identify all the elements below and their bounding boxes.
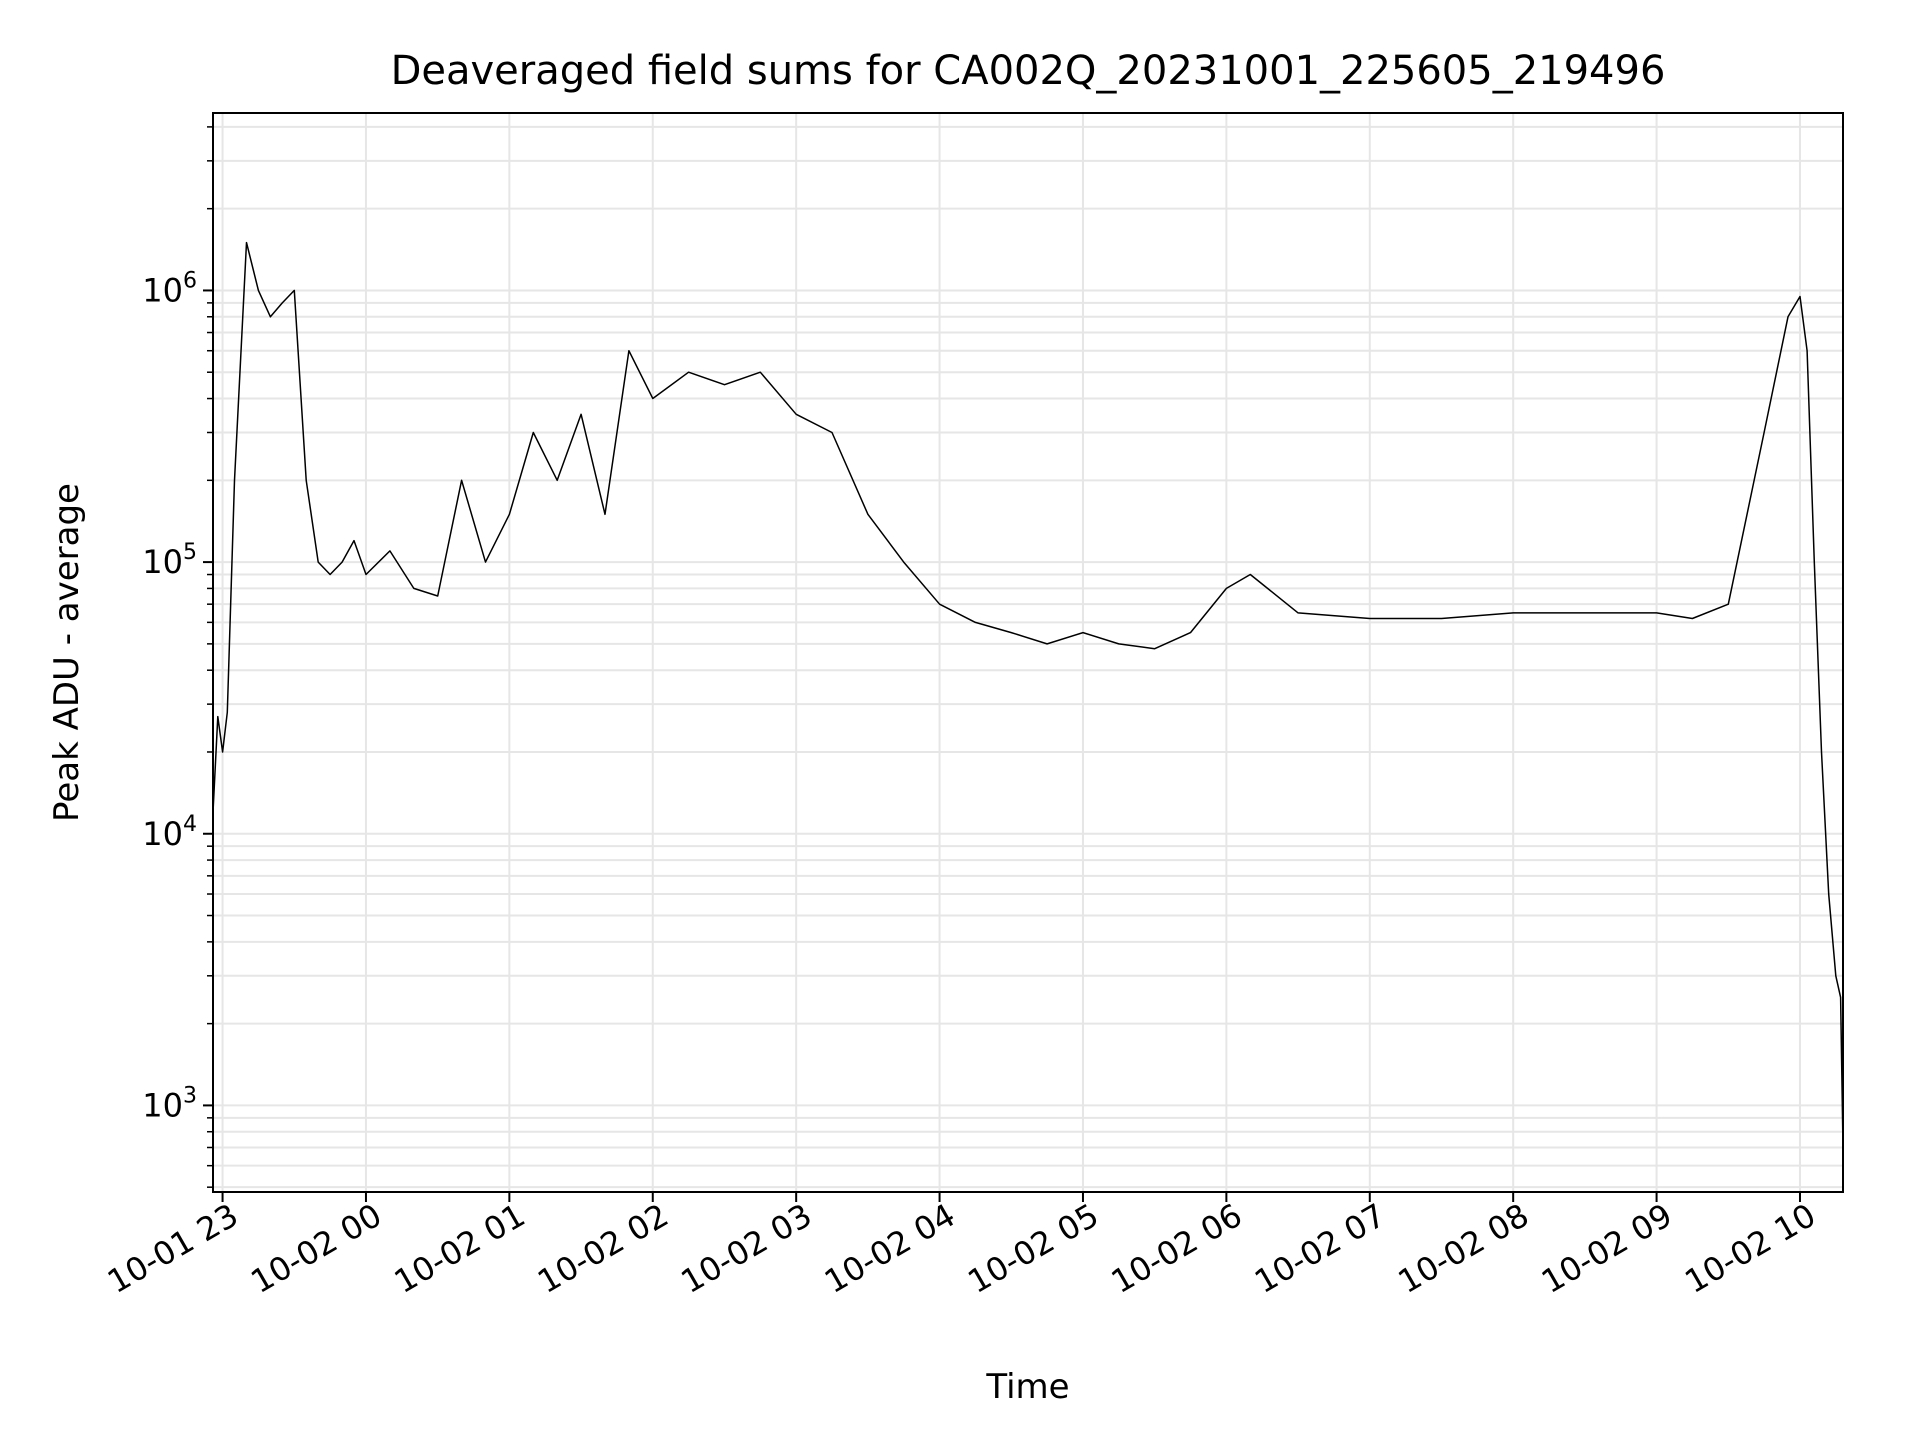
plot-frame: [212, 112, 1844, 1193]
y-tick-label: 106: [142, 268, 197, 309]
y-tick-label: 104: [142, 812, 197, 853]
series-line-0: [212, 241, 1844, 1148]
y-tick-label: 105: [142, 540, 197, 581]
y-tick-label: 103: [142, 1083, 197, 1124]
x-axis-label: Time: [985, 1367, 1069, 1407]
y-axis-label: Peak ADU - average: [47, 483, 87, 822]
chart-title: Deaveraged field sums for CA002Q_2023100…: [391, 48, 1666, 94]
grid: [213, 113, 1843, 1192]
series-layer: [212, 241, 1844, 1148]
